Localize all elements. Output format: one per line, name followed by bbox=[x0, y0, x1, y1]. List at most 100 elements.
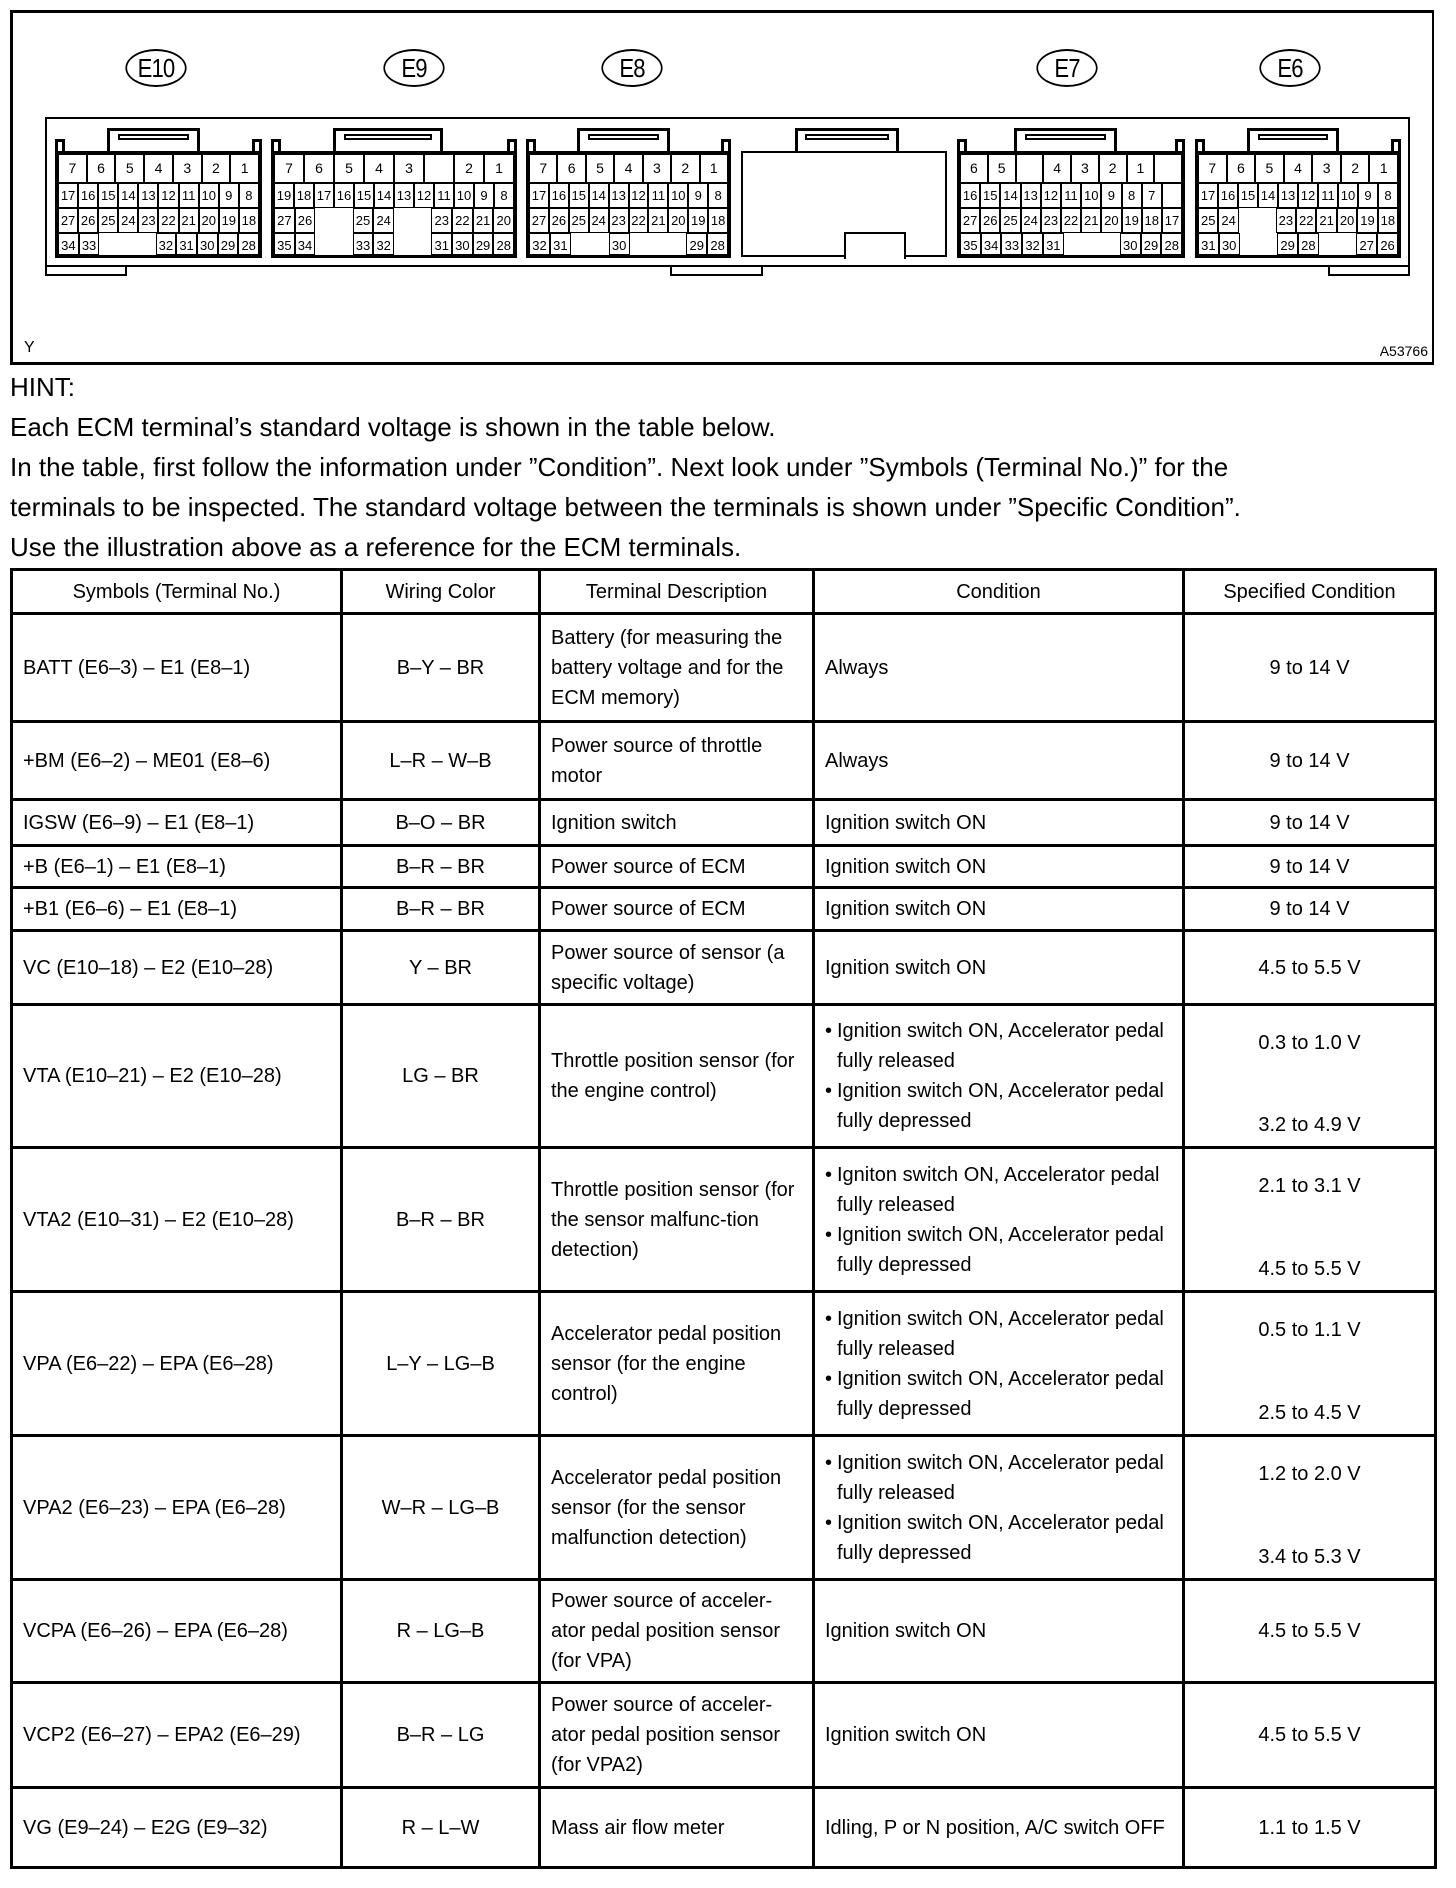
terminal-cell bbox=[424, 154, 454, 183]
connector-e7: 6 5 4 3 2 1 16 15 14 13 12 11 10 9 8 7 27 26 25 24 23 22 21 20 1… bbox=[957, 128, 1185, 258]
wiring-color-cell: R – L–W bbox=[340, 1786, 541, 1869]
terminal-cell: 27 bbox=[529, 208, 549, 233]
terminal-cell: 16 bbox=[1218, 183, 1238, 208]
terminal-row: 35 34 33 32 31 30 29 28 bbox=[960, 233, 1183, 258]
terminal-cell: 20 bbox=[1101, 208, 1122, 233]
terminal-cell: 25 bbox=[98, 208, 119, 233]
terminal-cell: 23 bbox=[431, 208, 453, 233]
terminal-cell: 24 bbox=[1218, 208, 1239, 233]
condition-cell: Igniton switch ON, Accelerator pedal ful… bbox=[812, 1146, 1185, 1293]
terminal-cell: 25 bbox=[1198, 208, 1219, 233]
specified-cell: 1.1 to 1.5 V bbox=[1182, 1786, 1437, 1869]
terminal-cell: 12 bbox=[1298, 183, 1318, 208]
condition-item: Igniton switch ON, Accelerator pedal ful… bbox=[825, 1160, 1172, 1220]
terminal-cell: 1 bbox=[1126, 154, 1155, 183]
symbols-cell: IGSW (E6–9) – E1 (E8–1) bbox=[10, 798, 343, 847]
terminal-row: 31 30 29 28 27 26 bbox=[1198, 233, 1398, 258]
terminal-cell: 15 bbox=[98, 183, 119, 208]
terminal-gap bbox=[413, 233, 432, 255]
specified-cell: 9 to 14 V bbox=[1182, 798, 1437, 847]
terminal-cell: 5 bbox=[987, 154, 1016, 183]
condition-item: Ignition switch ON, Accelerator pedal fu… bbox=[825, 1076, 1172, 1136]
terminal-cell: 29 bbox=[1277, 233, 1298, 255]
terminal-cell: 21 bbox=[178, 208, 199, 233]
terminal-cell: 2 bbox=[1340, 154, 1370, 183]
table-row: IGSW (E6–9) – E1 (E8–1) B–O – BR Ignition … bbox=[10, 798, 1437, 847]
ecm-connector-diagram bbox=[10, 10, 1434, 365]
terminal-gap bbox=[315, 208, 334, 233]
terminal-cell: 9 bbox=[218, 183, 239, 208]
hint-title: HINT: bbox=[10, 372, 75, 402]
terminal-cell: 15 bbox=[980, 183, 1001, 208]
terminal-gap bbox=[648, 233, 667, 255]
terminal-cell: 1 bbox=[230, 154, 260, 183]
terminal-cell: 32 bbox=[529, 233, 550, 255]
wiring-color-cell: LG – BR bbox=[340, 1003, 541, 1149]
condition-cell: Ignition switch ON bbox=[812, 886, 1185, 932]
terminal-cell: 9 bbox=[1358, 183, 1378, 208]
wiring-color-cell: B–O – BR bbox=[340, 798, 541, 847]
terminal-cell: 2 bbox=[671, 154, 700, 183]
hint-line: Each ECM terminal’s standard voltage is … bbox=[10, 412, 776, 442]
terminal-cell: 32 bbox=[1022, 233, 1043, 255]
terminal-cell: 24 bbox=[373, 208, 395, 233]
terminal-cell: 11 bbox=[434, 183, 454, 208]
terminal-cell: 19 bbox=[274, 183, 294, 208]
table-row: VCPA (E6–26) – EPA (E6–28) R – LG–B Power … bbox=[10, 1578, 1437, 1684]
connector-e9: 7 6 5 4 3 2 1 19 18 17 16 15 14 13 12 11 10 9 8 27 26 25 24 23 2… bbox=[271, 128, 517, 258]
terminal-cell: 30 bbox=[196, 233, 218, 255]
terminal-cell: 1 bbox=[1369, 154, 1399, 183]
terminal-row: 25 24 23 22 21 20 19 18 bbox=[1198, 208, 1399, 233]
terminal-cell: 6 bbox=[557, 154, 586, 183]
table-row: BATT (E6–3) – E1 (E8–1) B–Y – BR Battery (… bbox=[10, 612, 1437, 723]
condition-cell: Ignition switch ON bbox=[812, 929, 1185, 1006]
terminal-cell: 14 bbox=[1000, 183, 1021, 208]
terminal-cell: 7 bbox=[1141, 183, 1162, 208]
terminal-cell: 2 bbox=[201, 154, 231, 183]
terminal-cell: 8 bbox=[494, 183, 514, 208]
header-wiring-color: Wiring Color bbox=[340, 568, 541, 615]
description-cell: Accelerator pedal position sensor (for t… bbox=[538, 1434, 815, 1581]
terminal-cell: 20 bbox=[668, 208, 689, 233]
terminal-cell: 17 bbox=[58, 183, 79, 208]
terminal-cell: 26 bbox=[980, 208, 1001, 233]
terminal-cell: 31 bbox=[176, 233, 197, 255]
condition-cell: Ignition switch ON, Accelerator pedal fu… bbox=[812, 1003, 1185, 1149]
terminal-cell: 33 bbox=[352, 233, 374, 255]
header-symbols: Symbols (Terminal No.) bbox=[10, 568, 343, 615]
terminal-cell: 13 bbox=[394, 183, 414, 208]
terminal-row: 19 18 17 16 15 14 13 12 11 10 9 8 bbox=[274, 183, 514, 208]
specified-cell: 4.5 to 5.5 V bbox=[1182, 1681, 1437, 1789]
terminal-cell: 25 bbox=[568, 208, 589, 233]
condition-cell: Ignition switch ON, Accelerator pedal fu… bbox=[812, 1434, 1185, 1581]
terminal-gap bbox=[1338, 233, 1357, 255]
terminal-gap bbox=[118, 233, 137, 255]
terminal-cell: 19 bbox=[1121, 208, 1142, 233]
description-cell: Power source of acceler-ator pedal posit… bbox=[538, 1578, 815, 1684]
symbols-cell: BATT (E6–3) – E1 (E8–1) bbox=[10, 612, 343, 723]
terminal-cell: 28 bbox=[493, 233, 515, 255]
hint-line: terminals to be inspected. The standard … bbox=[10, 492, 1241, 522]
terminal-cell: 27 bbox=[58, 208, 79, 233]
terminal-cell: 1 bbox=[699, 154, 728, 183]
terminal-gap bbox=[1239, 208, 1257, 233]
connector-label: E6 bbox=[1259, 49, 1321, 87]
terminal-cell: 15 bbox=[354, 183, 374, 208]
terminal-cell: 16 bbox=[960, 183, 981, 208]
table-header-row: Symbols (Terminal No.) Wiring Color Term… bbox=[10, 568, 1437, 615]
terminal-cell: 22 bbox=[1296, 208, 1317, 233]
wiring-color-cell: W–R – LG–B bbox=[340, 1434, 541, 1581]
specified-value: 4.5 to 5.5 V bbox=[1258, 1258, 1361, 1280]
terminal-cell: 29 bbox=[686, 233, 708, 255]
terminal-cell: 17 bbox=[529, 183, 549, 208]
specified-cell: 2.1 to 3.1 V 4.5 to 5.5 V bbox=[1182, 1146, 1437, 1293]
terminal-cell: 19 bbox=[1357, 208, 1378, 233]
description-cell: Throttle position sensor (for the engine… bbox=[538, 1003, 815, 1149]
terminal-cell: 10 bbox=[668, 183, 689, 208]
terminal-cell: 10 bbox=[1338, 183, 1358, 208]
terminal-cell: 19 bbox=[688, 208, 709, 233]
terminal-cell: 7 bbox=[1198, 154, 1227, 183]
terminal-cell: 9 bbox=[1101, 183, 1122, 208]
terminal-cell: 31 bbox=[1042, 233, 1064, 255]
